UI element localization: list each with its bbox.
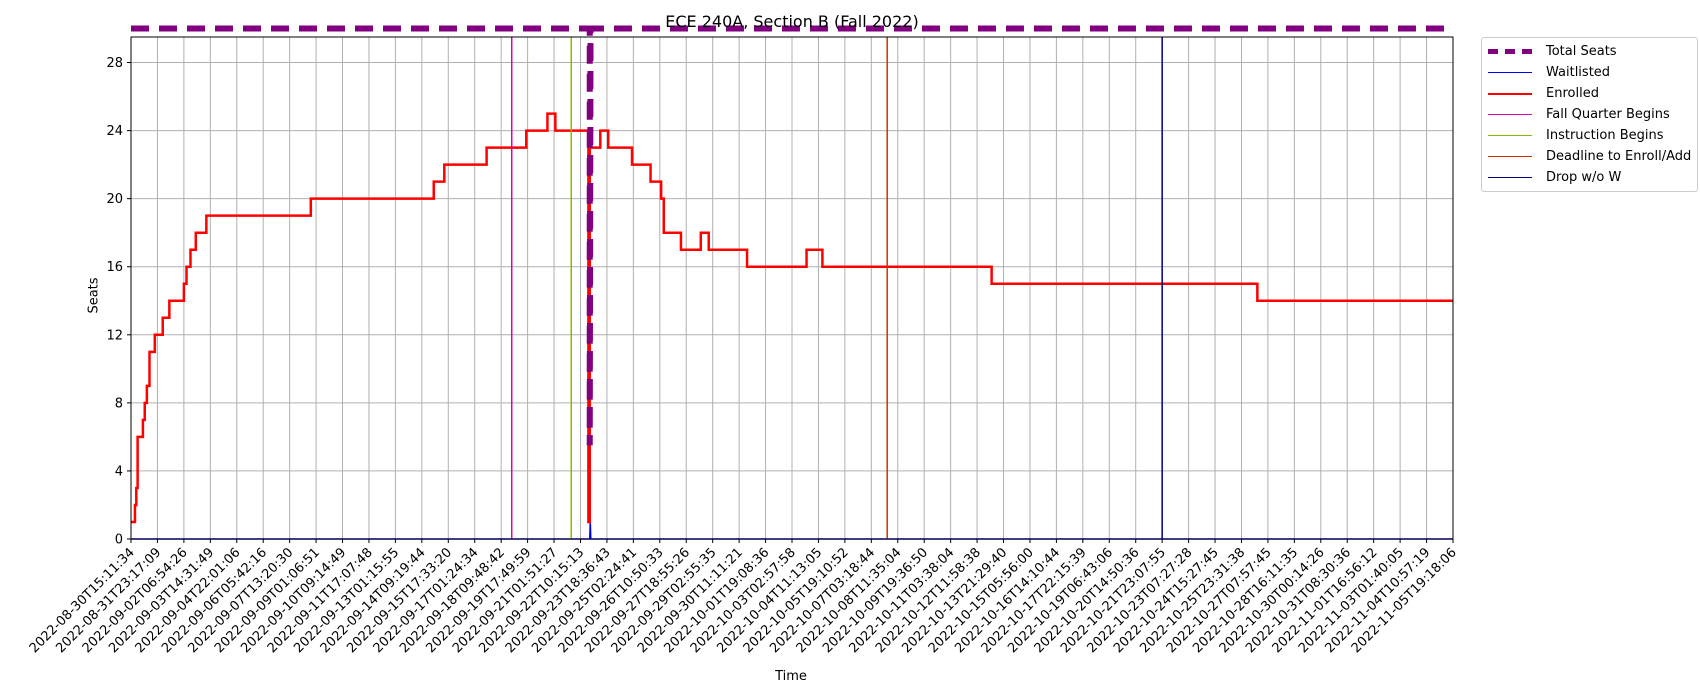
y-tick-label: 4 (115, 464, 123, 479)
legend-label: Waitlisted (1546, 65, 1611, 80)
legend-item: Instruction Begins (1488, 125, 1691, 146)
legend-label: Instruction Begins (1546, 128, 1664, 143)
y-tick-label: 0 (115, 533, 123, 548)
legend: Total Seats Waitlisted Enrolled Fall Quarte… (1481, 37, 1699, 192)
y-tick-label: 28 (106, 56, 123, 71)
legend-item: Total Seats (1488, 41, 1691, 62)
legend-item: Waitlisted (1488, 62, 1691, 83)
y-tick-label: 12 (106, 328, 123, 343)
x-axis-label: Time (775, 669, 807, 684)
legend-item: Enrolled (1488, 83, 1691, 104)
legend-label: Fall Quarter Begins (1546, 107, 1670, 122)
legend-item: Drop w/o W (1488, 167, 1691, 188)
legend-item: Fall Quarter Begins (1488, 104, 1691, 125)
event-lines (510, 37, 1163, 539)
grid-lines (130, 37, 1454, 540)
y-axis-label: Seats (86, 277, 102, 314)
series-enrolled (131, 112, 1453, 524)
y-tick-label: 24 (106, 124, 123, 139)
series-total-seats (131, 25, 1453, 446)
legend-swatch (1488, 72, 1532, 73)
legend-swatch (1488, 135, 1532, 136)
legend-swatch (1488, 92, 1532, 95)
chart-title: ECE 240A, Section B (Fall 2022) (665, 12, 919, 31)
legend-swatch (1488, 156, 1532, 157)
legend-label: Drop w/o W (1546, 170, 1622, 185)
legend-swatch (1488, 49, 1532, 54)
legend-swatch (1488, 114, 1532, 115)
legend-label: Total Seats (1546, 44, 1617, 59)
y-tick-label: 8 (115, 396, 123, 411)
y-axis: 0 4 8 12 16 20 24 28 (106, 56, 131, 548)
y-tick-label: 16 (106, 260, 123, 275)
legend-label: Enrolled (1546, 86, 1599, 101)
x-axis: 2022-08-30T15:11:342022-08-31T23:17:0920… (27, 539, 1460, 656)
legend-label: Deadline to Enroll/Add (1546, 149, 1692, 164)
legend-swatch (1488, 177, 1532, 178)
y-tick-label: 20 (106, 192, 123, 207)
legend-item: Deadline to Enroll/Add (1488, 146, 1691, 167)
